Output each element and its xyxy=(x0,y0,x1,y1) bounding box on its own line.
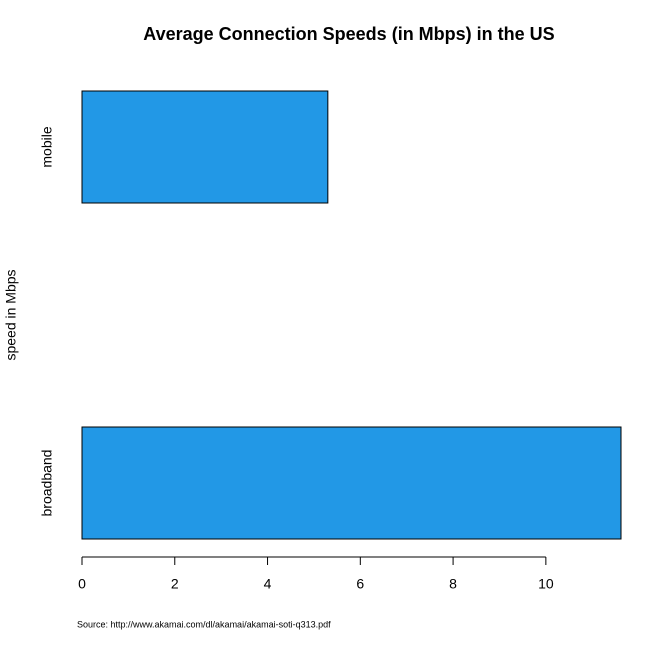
x-tick-label: 4 xyxy=(264,576,272,592)
x-tick-label: 2 xyxy=(171,576,179,592)
bar xyxy=(81,426,622,540)
x-tick-label: 8 xyxy=(449,576,457,592)
x-tick-label: 0 xyxy=(78,576,86,592)
chart-title: Average Connection Speeds (in Mbps) in t… xyxy=(143,24,554,44)
y-axis-label: speed in Mbps xyxy=(3,269,19,360)
x-tick-label: 6 xyxy=(356,576,364,592)
x-tick-label: 10 xyxy=(538,576,554,592)
source-note: Source: http://www.akamai.com/dl/akamai/… xyxy=(77,619,331,629)
y-tick-label: broadband xyxy=(39,450,55,517)
y-tick-label: mobile xyxy=(39,126,55,167)
bar xyxy=(81,90,329,204)
